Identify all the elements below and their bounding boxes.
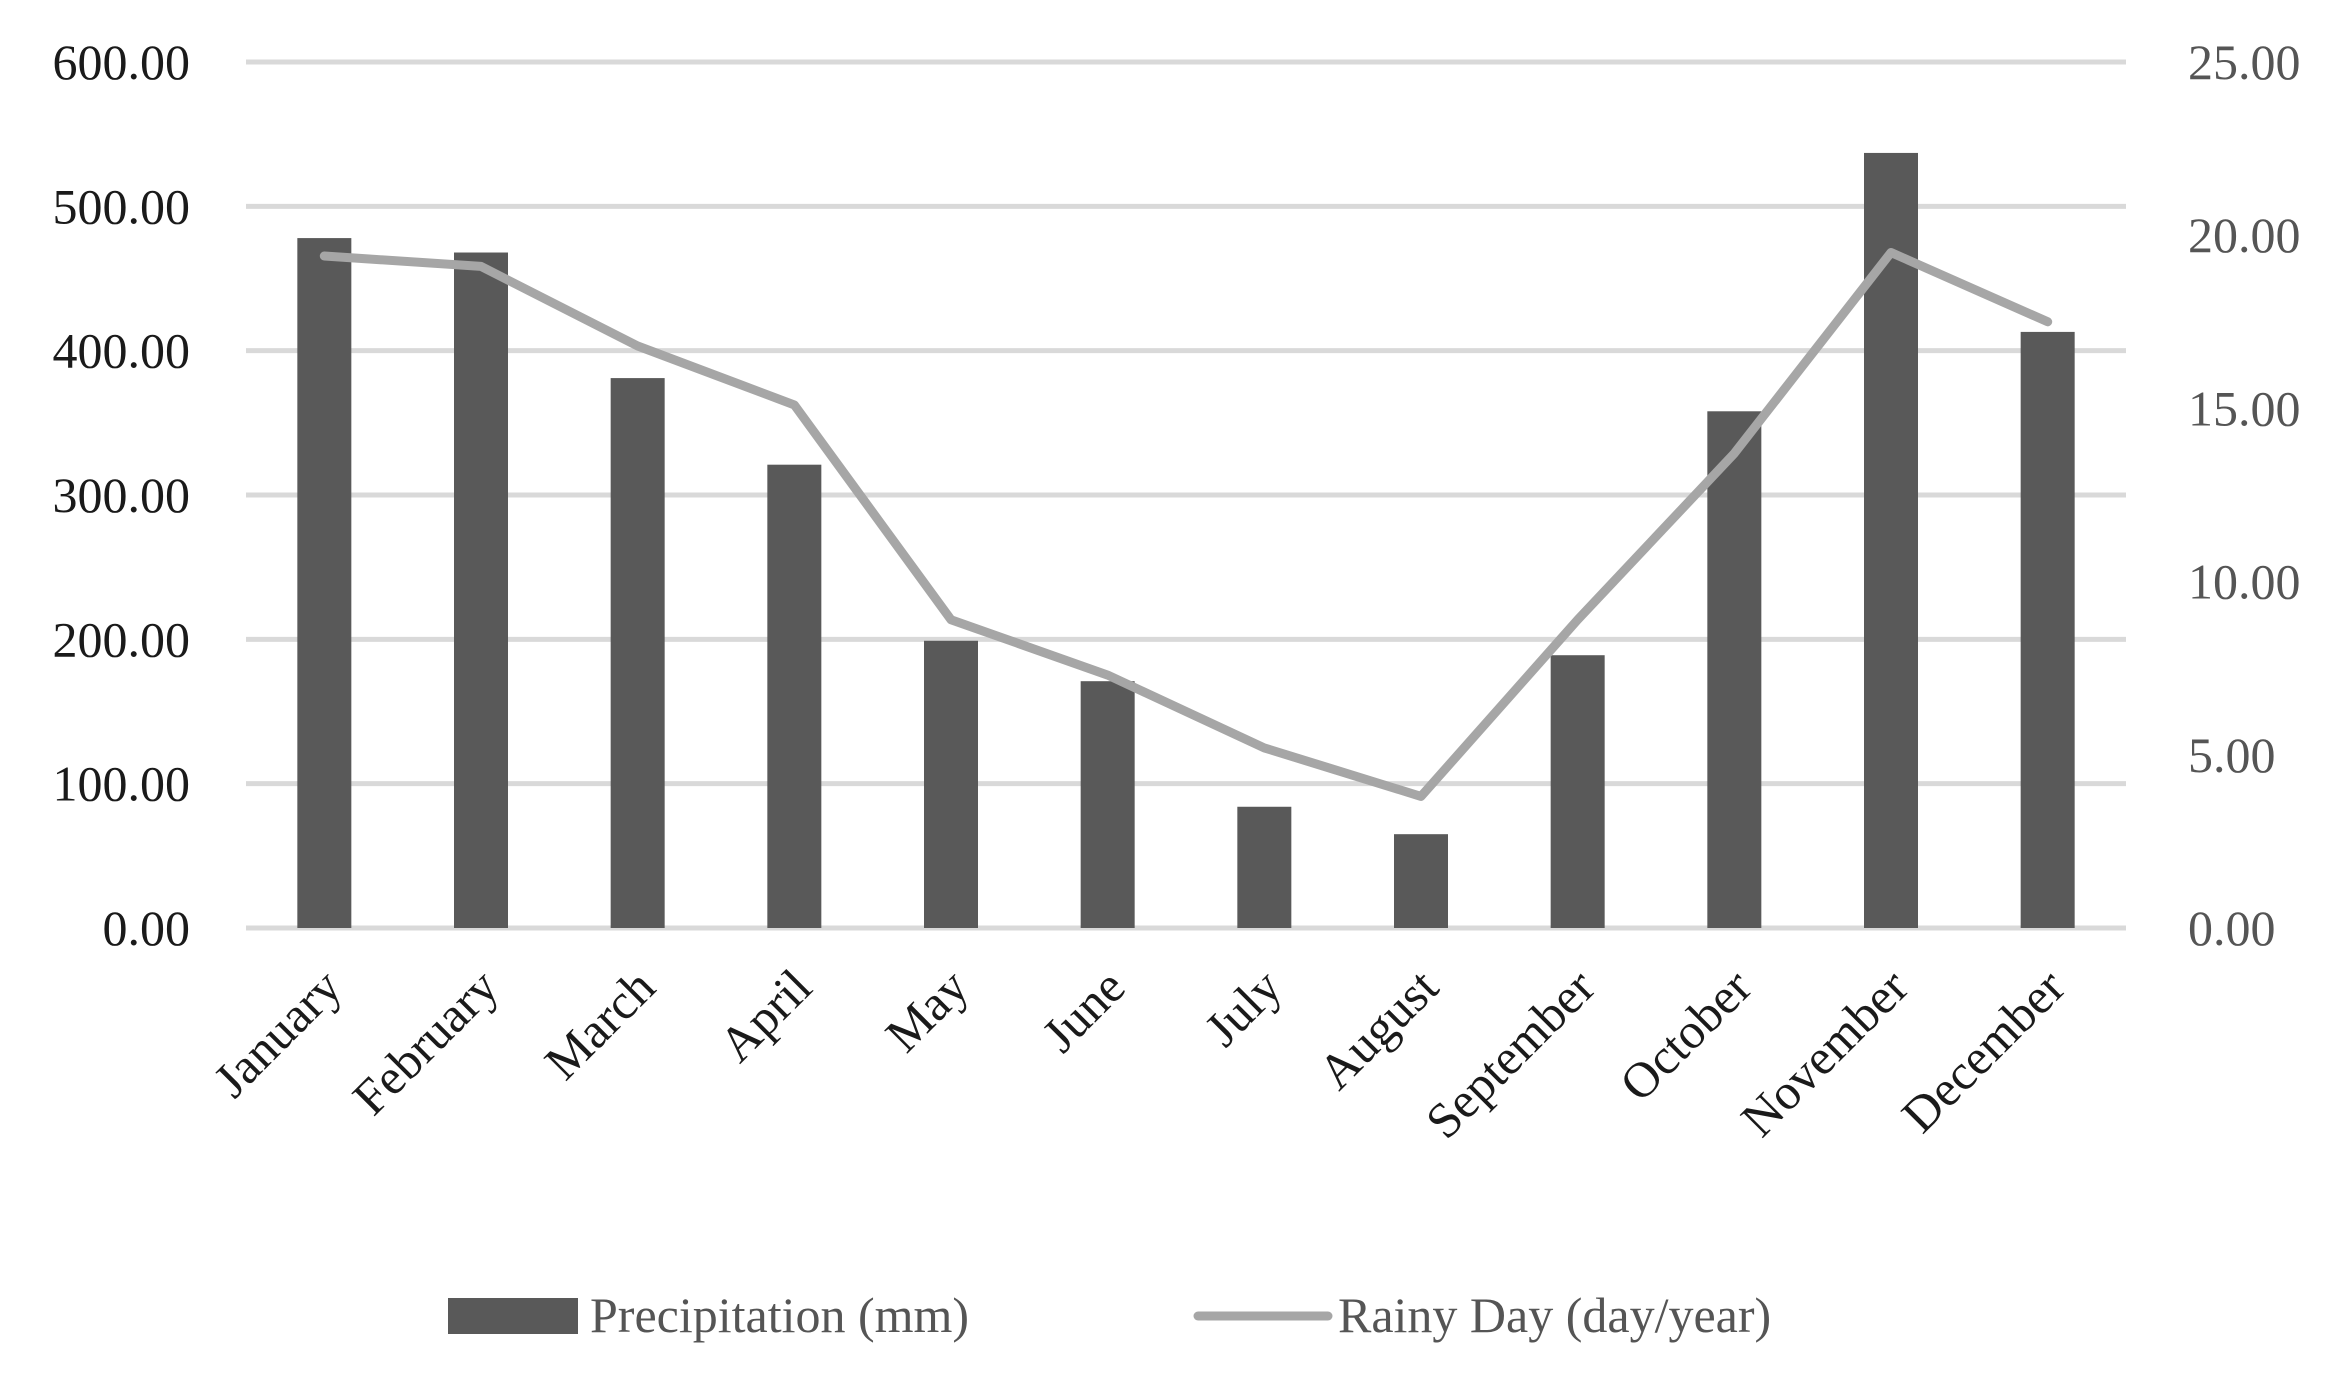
right-axis-tick-label: 20.00: [2188, 207, 2301, 263]
bar-may: [924, 640, 978, 928]
legend-label-precipitation: Precipitation (mm): [590, 1287, 969, 1343]
rainy-day-point-december: [2047, 321, 2049, 323]
right-axis-tick-label: 5.00: [2188, 727, 2276, 783]
precipitation-bars: [297, 152, 2075, 929]
rainy-day-line: [319, 248, 2053, 801]
rainy-day-point-august: [1420, 795, 1422, 797]
bar-july: [1237, 806, 1292, 928]
x-tick-label-june: June: [1031, 958, 1135, 1062]
rainy-day-point-may: [950, 619, 952, 621]
rainy-day-point-february: [480, 265, 482, 267]
right-axis-tick-label: 0.00: [2188, 900, 2276, 956]
rainy-day-line-series: [319, 248, 2053, 801]
bar-november: [1864, 152, 1918, 928]
rainy-day-point-january: [323, 255, 325, 257]
left-axis-tick-label: 600.00: [53, 34, 191, 90]
x-tick-label-march: March: [534, 958, 666, 1090]
left-axis-tick-label: 100.00: [53, 756, 191, 812]
left-axis-tick-label: 0.00: [103, 900, 191, 956]
right-axis-tick-label: 10.00: [2188, 554, 2301, 610]
bar-february: [454, 252, 508, 928]
rainy-day-point-march: [637, 345, 639, 347]
right-axis-tick-label: 25.00: [2188, 34, 2301, 90]
bar-january: [297, 238, 352, 928]
rainy-day-point-july: [1263, 747, 1265, 749]
bar-december: [2020, 331, 2075, 928]
right-axis-ticks: 0.00 5.00 10.00 15.00 20.00 25.00: [2188, 34, 2301, 956]
left-axis-tick-label: 300.00: [53, 467, 191, 523]
gridlines: [246, 59, 2126, 931]
left-axis-ticks: 0.00 100.00 200.00 300.00 400.00 500.00 600.00: [53, 34, 191, 956]
rainy-day-point-october: [1733, 452, 1735, 454]
left-axis-tick-label: 200.00: [53, 611, 191, 667]
x-tick-label-october: October: [1609, 958, 1763, 1112]
bar-august: [1394, 834, 1448, 928]
x-tick-label-january: January: [203, 958, 353, 1108]
bar-march: [610, 378, 665, 929]
bar-june: [1080, 681, 1135, 928]
legend-swatch-precipitation: [448, 1298, 578, 1334]
x-tick-label-april: April: [708, 958, 822, 1072]
rainy-day-point-june: [1107, 674, 1109, 676]
rainy-day-point-april: [793, 404, 795, 406]
legend: Precipitation (mm) Rainy Day (day/year): [448, 1287, 1771, 1343]
x-tick-label-november: November: [1730, 958, 1919, 1147]
left-axis-tick-label: 400.00: [53, 323, 191, 379]
right-axis-tick-label: 15.00: [2188, 380, 2301, 436]
rainy-day-point-november: [1890, 252, 1892, 254]
bar-april: [767, 464, 822, 928]
x-tick-label-august: August: [1307, 958, 1449, 1100]
left-axis-tick-label: 500.00: [53, 178, 191, 234]
x-tick-label-july: July: [1194, 958, 1293, 1057]
x-tick-label-september: September: [1415, 958, 1606, 1149]
x-tick-label-december: December: [1891, 958, 2076, 1143]
bar-october: [1707, 411, 1762, 929]
x-tick-label-february: February: [342, 958, 509, 1125]
x-tick-label-may: May: [874, 958, 978, 1062]
legend-label-rainy-day: Rainy Day (day/year): [1338, 1287, 1771, 1343]
bar-september: [1550, 655, 1605, 928]
rainy-day-point-september: [1577, 619, 1579, 621]
